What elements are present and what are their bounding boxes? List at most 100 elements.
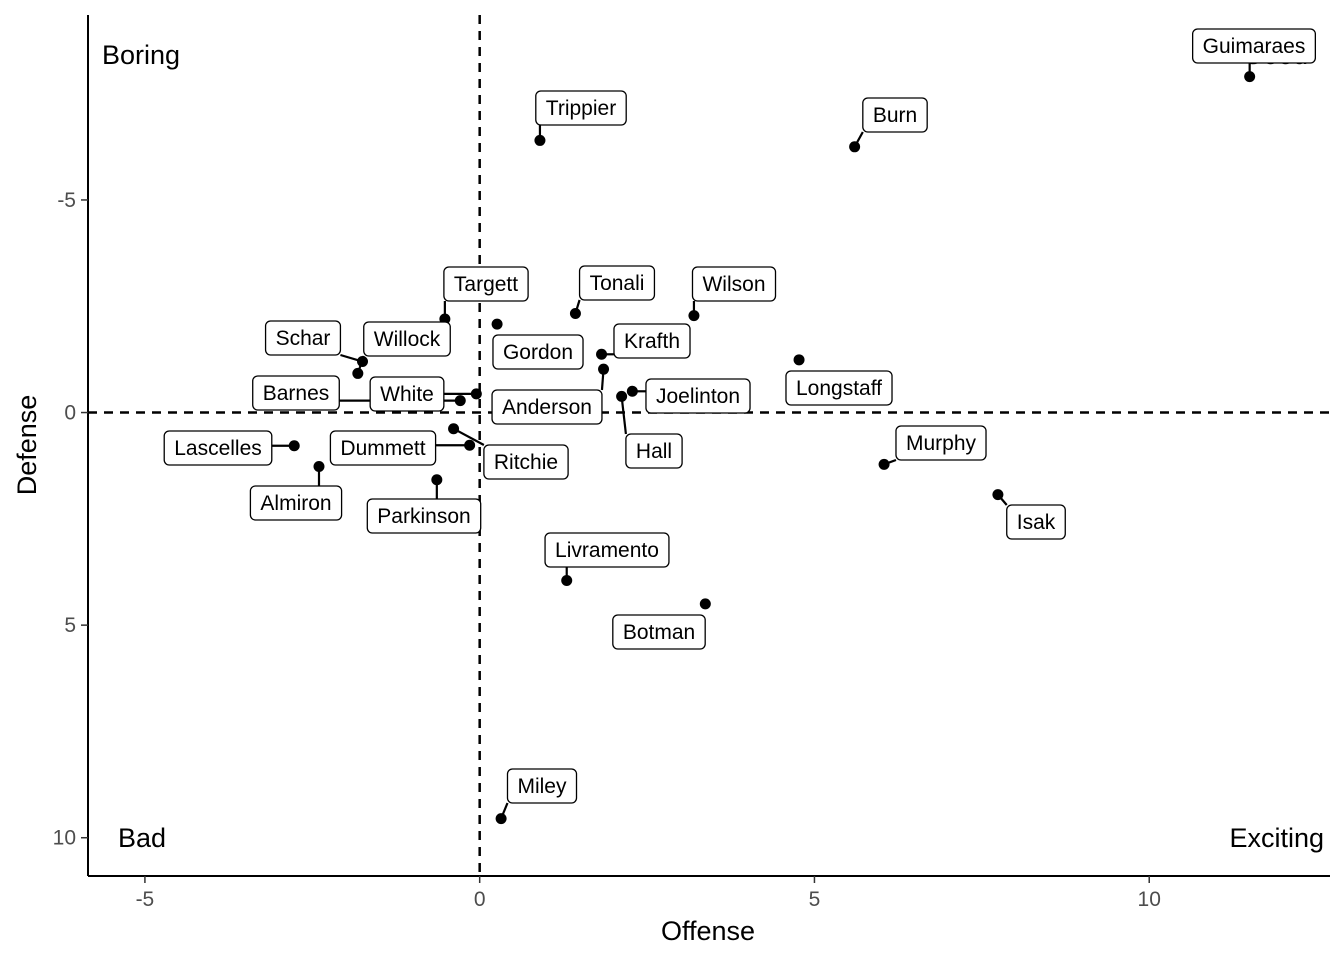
point-label-hall: Hall	[625, 433, 683, 469]
data-point-miley	[495, 813, 507, 825]
point-label-box	[264, 320, 342, 356]
point-label-text: Parkinson	[377, 505, 470, 528]
x-axis-title: Offense	[661, 916, 755, 946]
label-connector	[620, 396, 627, 435]
data-point-trippier	[534, 134, 546, 146]
point-label-box	[691, 266, 777, 302]
point-label-text: Dummett	[340, 437, 425, 460]
quadrant-label-bottom-right: Exciting	[1229, 823, 1324, 853]
point-label-box	[483, 444, 569, 480]
point-label-targett: Targett	[443, 266, 529, 302]
point-label-trippier: Trippier	[535, 90, 627, 126]
data-point-parkinson	[431, 474, 443, 486]
point-label-box	[366, 498, 482, 534]
point-label-gordon: Gordon	[492, 334, 584, 370]
point-label-box	[862, 97, 928, 133]
y-tick-label: 5	[64, 614, 76, 637]
point-label-box	[612, 614, 706, 650]
point-label-dummett: Dummett	[329, 430, 437, 466]
point-label-text: Ritchie	[494, 451, 558, 474]
y-axis-title: Defense	[12, 395, 42, 496]
data-point-barnes	[454, 395, 466, 407]
x-tick-label: 5	[809, 888, 821, 911]
data-point-burn	[849, 141, 861, 153]
point-label-isak: Isak	[1006, 504, 1066, 540]
y-tick-label: 10	[53, 827, 76, 850]
point-label-text: Lascelles	[174, 437, 262, 460]
point-label-krafth: Krafth	[613, 323, 691, 359]
data-points	[288, 71, 1256, 825]
point-label-guimaraes: Guimaraes	[1191, 28, 1317, 64]
point-label-box	[645, 378, 751, 414]
point-label-anderson: Anderson	[491, 389, 603, 425]
point-label-murphy: Murphy	[895, 425, 987, 461]
point-label-text: Barnes	[263, 382, 330, 405]
y-tick-label: 0	[64, 402, 76, 425]
y-ticks: -5 0 5 10	[53, 189, 88, 850]
point-label-box	[535, 90, 627, 126]
point-label-tonali: Tonali	[578, 265, 656, 301]
data-point-murphy	[878, 458, 890, 470]
point-label-box	[443, 266, 529, 302]
point-label-wilson: Wilson	[691, 266, 777, 302]
point-label-text: Burn	[873, 104, 917, 127]
point-label-box	[252, 375, 340, 411]
point-label-joelinton: Joelinton	[645, 378, 751, 414]
point-label-burn: Burn	[862, 97, 928, 133]
point-label-text: Murphy	[906, 432, 977, 455]
point-label-text: Krafth	[624, 330, 680, 353]
point-label-livramento: Livramento	[544, 532, 670, 568]
point-label-longstaff: Longstaff	[785, 370, 893, 406]
data-point-ritchie	[448, 423, 460, 435]
point-label-box	[329, 430, 437, 466]
point-label-white: White	[369, 376, 445, 412]
data-point-anderson	[598, 363, 610, 375]
point-label-text: Longstaff	[796, 377, 882, 400]
data-point-botman	[699, 598, 711, 610]
data-point-lascelles	[288, 440, 300, 452]
point-label-box	[491, 389, 603, 425]
data-point-guimaraes	[1244, 71, 1256, 83]
data-point-longstaff	[793, 354, 805, 366]
point-label-text: Livramento	[555, 539, 659, 562]
point-label-box	[625, 433, 683, 469]
point-label-text: Tonali	[590, 272, 645, 295]
point-label-ritchie: Ritchie	[483, 444, 569, 480]
point-label-text: Botman	[623, 621, 695, 644]
data-point-white	[470, 388, 482, 400]
point-label-parkinson: Parkinson	[366, 498, 482, 534]
data-point-dummett	[464, 439, 476, 451]
data-point-krafth	[596, 348, 608, 360]
point-label-box	[249, 485, 343, 521]
point-label-box	[506, 768, 578, 804]
data-point-wilson	[688, 310, 700, 322]
point-label-text: Anderson	[502, 396, 592, 419]
point-label-text: Targett	[454, 273, 518, 296]
point-label-almiron: Almiron	[249, 485, 343, 521]
x-tick-label: 0	[474, 888, 486, 911]
data-point-almiron	[313, 461, 325, 473]
point-label-text: Guimaraes	[1203, 35, 1306, 58]
point-label-schar: Schar	[264, 320, 342, 356]
data-point-livramento	[561, 574, 573, 586]
data-point-joelinton	[626, 385, 638, 397]
point-labels: Guimaraes Trippier Burn Tonali Wilson Targett…	[163, 28, 1317, 804]
point-label-text: Willock	[374, 328, 441, 351]
data-point-schar	[357, 356, 369, 368]
point-label-text: Miley	[517, 775, 567, 798]
point-label-barnes: Barnes	[252, 375, 340, 411]
x-tick-label: 10	[1138, 888, 1161, 911]
label-connector	[453, 427, 485, 446]
point-label-text: Wilson	[702, 273, 765, 296]
point-label-box	[492, 334, 584, 370]
x-ticks: -5 0 5 10	[136, 876, 1161, 911]
point-label-text: White	[380, 383, 434, 406]
y-tick-label: -5	[57, 189, 76, 212]
point-label-box	[895, 425, 987, 461]
point-label-box	[163, 430, 273, 466]
point-label-text: Trippier	[546, 97, 616, 120]
point-label-text: Hall	[636, 440, 672, 463]
point-label-box	[369, 376, 445, 412]
point-label-box	[613, 323, 691, 359]
